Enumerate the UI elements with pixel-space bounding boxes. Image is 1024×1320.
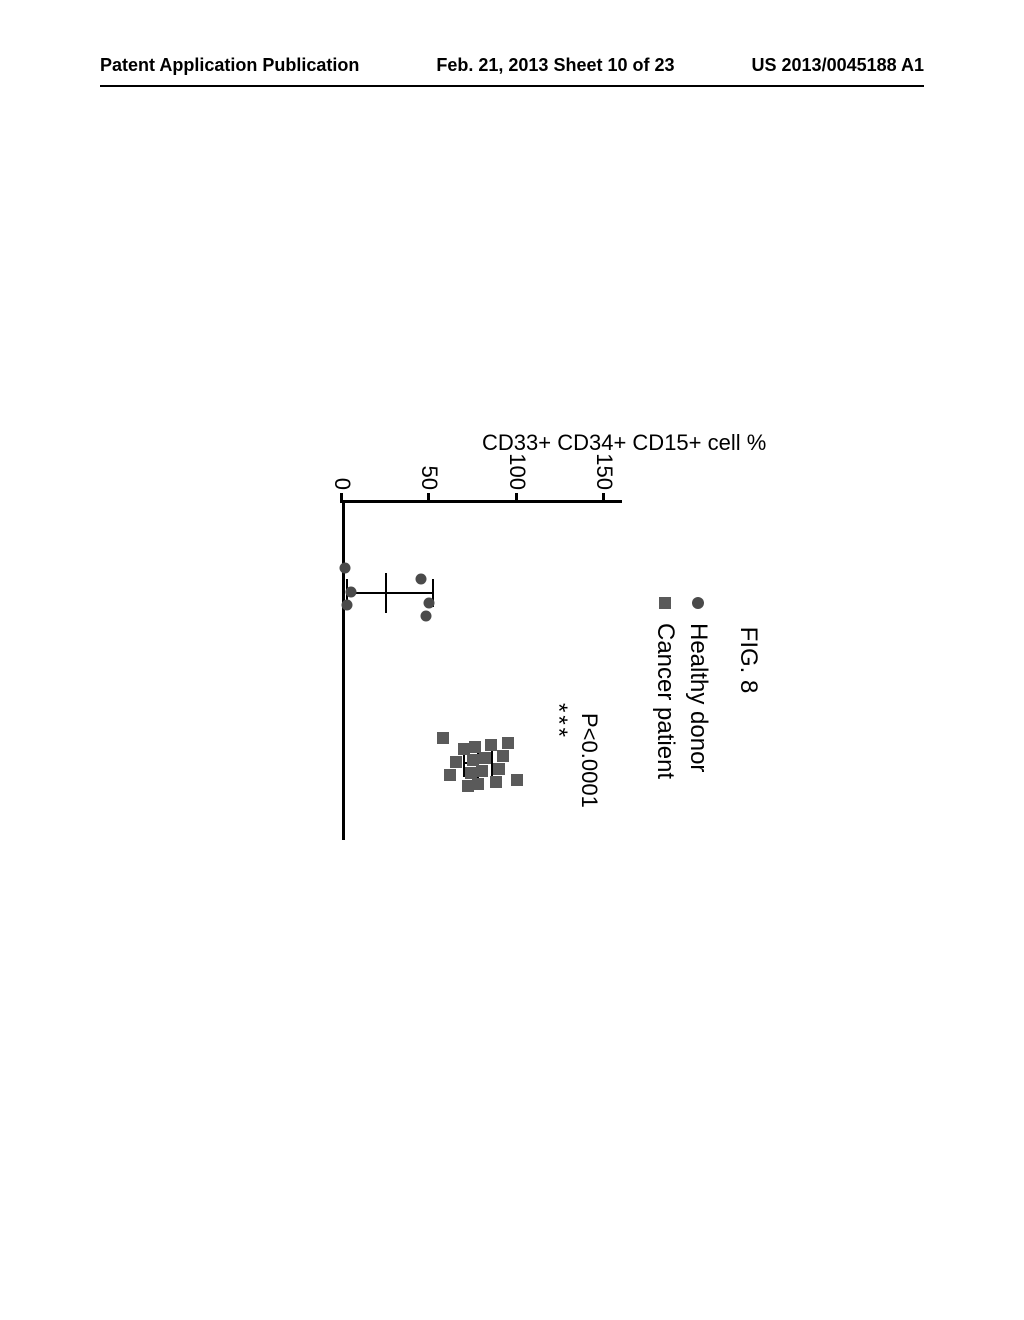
legend-item-healthy: Healthy donor (684, 595, 712, 779)
y-tick-label: 50 (417, 466, 443, 490)
square-data-point (473, 778, 485, 790)
legend-label: Cancer patient (651, 623, 679, 779)
circle-data-point (415, 574, 426, 585)
square-data-point (476, 765, 488, 777)
header-divider (100, 85, 924, 87)
y-tick (603, 493, 606, 503)
significance-stars: *** (544, 703, 572, 740)
plot-area: P<0.0001 *** 050100150 (342, 500, 622, 840)
square-data-point (497, 750, 509, 762)
square-data-point (445, 769, 457, 781)
error-bar (347, 592, 433, 594)
square-data-point (494, 763, 506, 775)
square-data-point (490, 776, 502, 788)
figure-title: FIG. 8 (734, 627, 762, 694)
y-tick-label: 0 (329, 478, 355, 490)
circle-data-point (345, 587, 356, 598)
p-value-text: P<0.0001 (576, 713, 602, 808)
y-tick (340, 493, 343, 503)
square-data-point (511, 774, 523, 786)
y-axis-label: CD33+ CD34+ CD15+ cell % (482, 430, 766, 456)
chart-legend: Healthy donor Cancer patient (646, 595, 712, 779)
square-data-point (450, 756, 462, 768)
circle-data-point (424, 598, 435, 609)
square-icon (657, 595, 673, 611)
y-tick (428, 493, 431, 503)
circle-data-point (342, 600, 353, 611)
page-header: Patent Application Publication Feb. 21, … (0, 55, 1024, 76)
y-tick-label: 100 (504, 453, 530, 490)
header-left: Patent Application Publication (100, 55, 359, 76)
circle-icon (690, 595, 706, 611)
mean-line (385, 573, 387, 613)
circle-data-point (421, 611, 432, 622)
square-data-point (480, 752, 492, 764)
legend-label: Healthy donor (684, 623, 712, 772)
circle-data-point (340, 563, 351, 574)
square-data-point (502, 737, 514, 749)
figure-8: FIG. 8 Healthy donor Cancer patient CD33… (312, 410, 712, 910)
header-center: Feb. 21, 2013 Sheet 10 of 23 (436, 55, 674, 76)
y-tick (515, 493, 518, 503)
square-data-point (438, 732, 450, 744)
header-right: US 2013/0045188 A1 (752, 55, 924, 76)
y-tick-label: 150 (592, 453, 618, 490)
legend-item-cancer: Cancer patient (651, 595, 679, 779)
square-data-point (485, 739, 497, 751)
